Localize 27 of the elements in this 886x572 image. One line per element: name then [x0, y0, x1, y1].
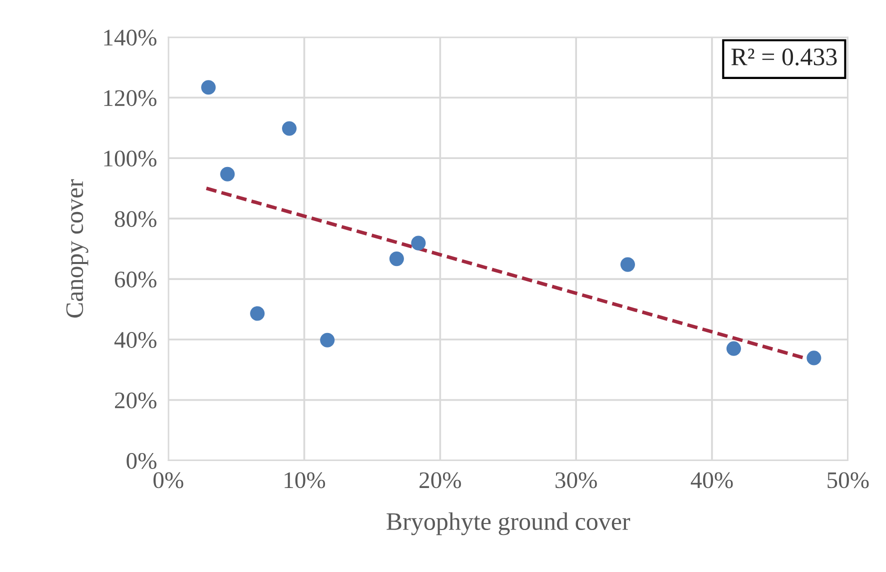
- point: [411, 236, 426, 250]
- y-tick-label: 20%: [114, 392, 156, 408]
- y-tick-label: 80%: [114, 211, 156, 228]
- annotation: R² = 0.433: [731, 48, 837, 66]
- x-tick-label: 0%: [154, 472, 184, 488]
- x-tick-label: 30%: [556, 472, 597, 488]
- x-tick-label: 50%: [828, 472, 869, 488]
- x-tick-label: 40%: [690, 472, 733, 488]
- point: [620, 257, 636, 272]
- point: [389, 252, 404, 266]
- point: [320, 332, 335, 348]
- point: [250, 306, 265, 321]
- point: [201, 80, 216, 95]
- point: [220, 166, 235, 182]
- y-tick-label: 40%: [114, 332, 156, 348]
- x-axis-title: Bryophyte ground cover: [386, 512, 630, 536]
- y-tick-label: 0%: [126, 452, 156, 469]
- point: [282, 121, 297, 136]
- point: [806, 350, 822, 366]
- point: [726, 341, 742, 356]
- y-tick-label: 60%: [114, 272, 156, 288]
- y-tick-label: 120%: [104, 90, 156, 106]
- y-tick-label: 100%: [104, 150, 156, 167]
- x-tick-label: 20%: [420, 472, 461, 488]
- y-tick-label: 140%: [104, 30, 156, 46]
- y-axis-title: Canopy cover: [66, 179, 88, 318]
- x-tick-label: 10%: [284, 472, 326, 488]
